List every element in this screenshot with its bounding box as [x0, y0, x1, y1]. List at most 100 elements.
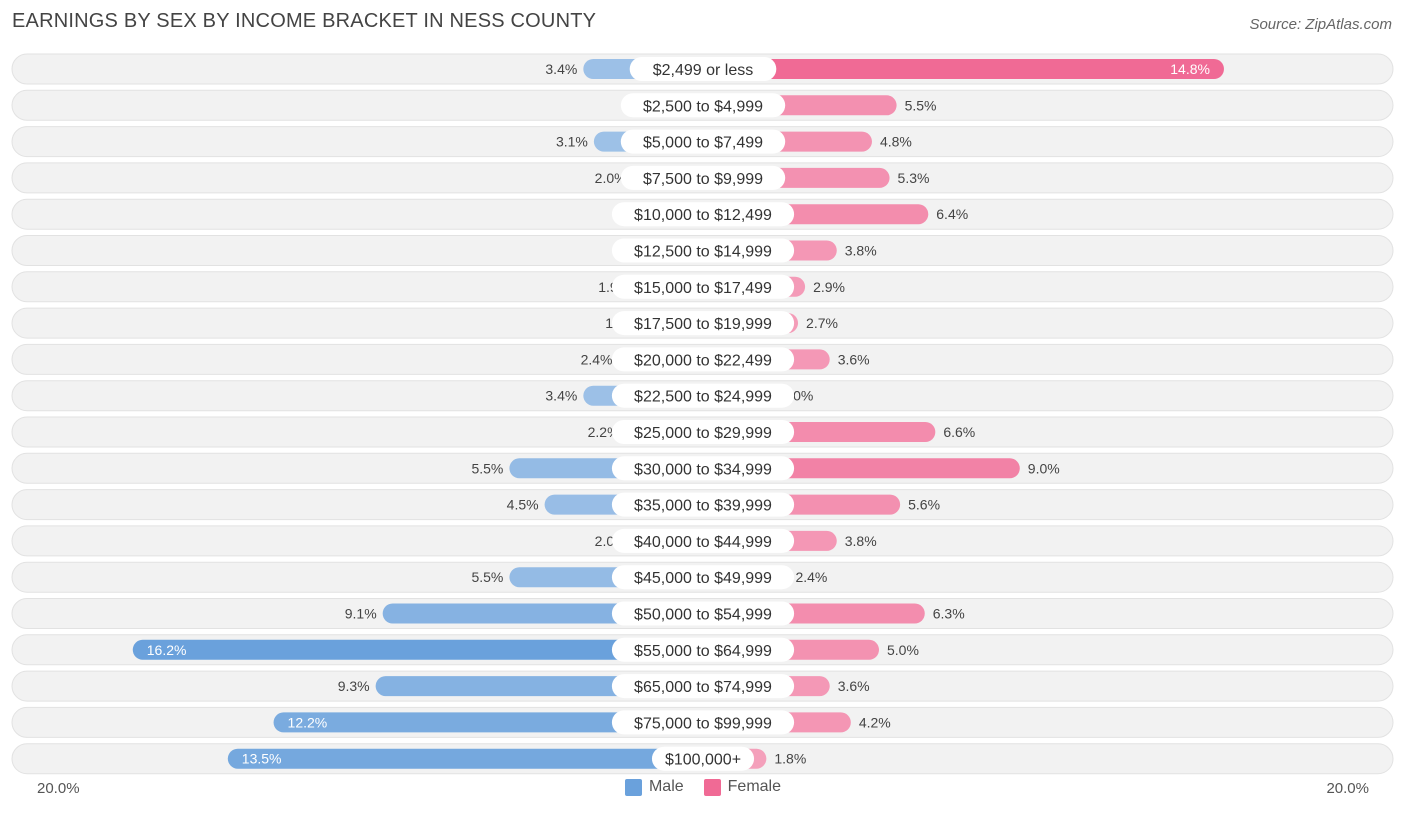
female-value-label: 3.6%: [838, 678, 870, 694]
female-value-label: 9.0%: [1028, 460, 1060, 476]
axis-left-label: 20.0%: [37, 780, 80, 797]
chart-row: 9.3% 3.6% $65,000 to $74,999: [11, 670, 1394, 702]
female-value-label: 5.6%: [908, 497, 940, 513]
male-bar[interactable]: [227, 748, 704, 769]
category-label: $12,500 to $14,999: [634, 244, 772, 261]
male-value-label: 13.5%: [242, 751, 282, 767]
category-pill: [611, 274, 795, 299]
category-pill: [620, 165, 786, 190]
chart-row: 0.7%3.8%$12,500 to $14,999: [11, 235, 1394, 266]
category-pill: [611, 492, 795, 517]
category-pill: [611, 637, 795, 662]
chart-row: 2.0% 3.8%$40,000 to $44,999: [11, 525, 1394, 557]
legend-swatch-male: [624, 778, 642, 796]
category-label: $55,000 to $64,999: [634, 643, 772, 660]
chart-row: 16.2% 5.0% $55,000 to $64,999: [11, 634, 1394, 666]
female-value-label: 6.3%: [933, 606, 965, 622]
chart-row: 3.4% 2.0%$22,500 to $24,999: [11, 380, 1394, 412]
female-value-label: 2.4%: [795, 569, 827, 585]
category-pill: [611, 347, 795, 372]
female-value-label: 6.4%: [936, 206, 968, 222]
chart-row: 1.7%2.7%$17,500 to $19,999: [11, 307, 1394, 339]
bar-chart: 3.4% 14.8% $2,499 or less 0.35%5.5%$2,500 t…: [11, 53, 1394, 775]
chart-row: 5.5% 2.4% $45,000 to $49,999: [11, 561, 1394, 593]
legend-swatch-female: [703, 778, 721, 796]
category-pill: [611, 311, 795, 336]
category-pill: [629, 57, 777, 81]
category-pill: [611, 456, 795, 481]
male-value-label: 9.3%: [338, 678, 370, 694]
female-value-label: 2.7%: [806, 315, 838, 331]
category-pill: [620, 129, 786, 154]
category-pill: [620, 93, 786, 118]
female-value-label: 2.9%: [813, 279, 845, 295]
category-label: $20,000 to $22,499: [634, 352, 772, 369]
male-value-label: 5.5%: [471, 460, 503, 476]
male-value-label: 3.4%: [545, 388, 577, 404]
chart-row: 5.5% 9.0% $30,000 to $34,999: [11, 452, 1394, 484]
category-label: $100,000+: [665, 752, 741, 769]
female-value-label: 5.5%: [905, 97, 937, 113]
male-value-label: 5.5%: [471, 569, 503, 585]
female-value-label: 5.0%: [887, 642, 919, 658]
category-pill: [611, 528, 795, 553]
chart-row: 9.1% 6.3% $50,000 to $54,999: [11, 598, 1394, 629]
category-label: $7,500 to $9,999: [643, 171, 763, 188]
female-value-label: 3.6%: [838, 351, 870, 367]
male-bar[interactable]: [132, 639, 703, 660]
category-pill: [611, 238, 795, 263]
legend-item-female[interactable]: Female: [703, 778, 782, 796]
legend-item-male[interactable]: Male: [624, 778, 684, 796]
female-value-label: 3.8%: [845, 243, 877, 259]
male-value-label: 2.0%: [595, 170, 627, 186]
chart-row: 1.9%2.9%$15,000 to $17,499: [11, 271, 1394, 303]
chart-row: 12.2% 4.2% $75,000 to $99,999: [11, 706, 1394, 738]
chart-row: 1.2%6.4%$10,000 to $12,499: [11, 198, 1394, 230]
category-pill: [611, 601, 795, 626]
chart-row: 3.1% 4.8% $5,000 to $7,499: [11, 126, 1394, 158]
male-value-label: 16.2%: [147, 642, 187, 658]
chart-row: 4.5% 5.6% $35,000 to $39,999: [11, 489, 1394, 521]
male-value-label: 3.4%: [545, 61, 577, 77]
male-value-label: 4.5%: [507, 497, 539, 513]
category-label: $30,000 to $34,999: [634, 461, 772, 478]
chart-row: 2.2% 6.6% $25,000 to $29,999: [11, 416, 1394, 448]
legend: Male Female: [0, 778, 1406, 796]
male-value-label: 2.4%: [581, 351, 613, 367]
chart-row: 13.5% 1.8% $100,000+: [11, 743, 1394, 775]
category-pill: [611, 420, 795, 444]
male-value-label: 9.1%: [345, 606, 377, 622]
category-pill: [611, 710, 795, 735]
category-label: $50,000 to $54,999: [634, 607, 772, 624]
category-label: $15,000 to $17,499: [634, 280, 772, 297]
female-value-label: 5.3%: [898, 170, 930, 186]
category-label: $75,000 to $99,999: [634, 715, 772, 732]
category-label: $25,000 to $29,999: [634, 425, 772, 442]
chart-row: 0.35%5.5%$2,500 to $4,999: [11, 89, 1394, 121]
male-value-label: 2.2%: [588, 424, 620, 440]
category-label: $65,000 to $74,999: [634, 679, 772, 696]
legend-label-male: Male: [648, 778, 684, 795]
chart-row: 2.0% 5.3% $7,500 to $9,999: [11, 162, 1394, 194]
chart-row: 3.4% 14.8% $2,499 or less: [11, 53, 1394, 85]
category-label: $35,000 to $39,999: [634, 498, 772, 515]
category-label: $10,000 to $12,499: [634, 207, 772, 224]
female-value-label: 4.2%: [859, 714, 891, 730]
category-pill: [611, 202, 795, 227]
axis-right-label: 20.0%: [1326, 780, 1369, 797]
category-label: $5,000 to $7,499: [643, 135, 763, 152]
chart-row: 2.4% 3.6% $20,000 to $22,499: [11, 343, 1394, 375]
male-value-label: 12.2%: [288, 714, 328, 730]
male-value-label: 3.1%: [556, 134, 588, 150]
source-label: Source: ZipAtlas.com: [1249, 16, 1392, 33]
female-value-label: 6.6%: [943, 424, 975, 440]
female-value-label: 14.8%: [1170, 61, 1210, 77]
category-label: $2,499 or less: [653, 62, 754, 79]
category-pill: [611, 383, 795, 408]
category-pill: [611, 674, 795, 699]
legend-label-female: Female: [727, 778, 782, 795]
chart-title: EARNINGS BY SEX BY INCOME BRACKET IN NES…: [12, 10, 597, 32]
female-bar[interactable]: [703, 59, 1224, 79]
category-pill: [651, 746, 755, 771]
male-bar[interactable]: [273, 712, 703, 733]
